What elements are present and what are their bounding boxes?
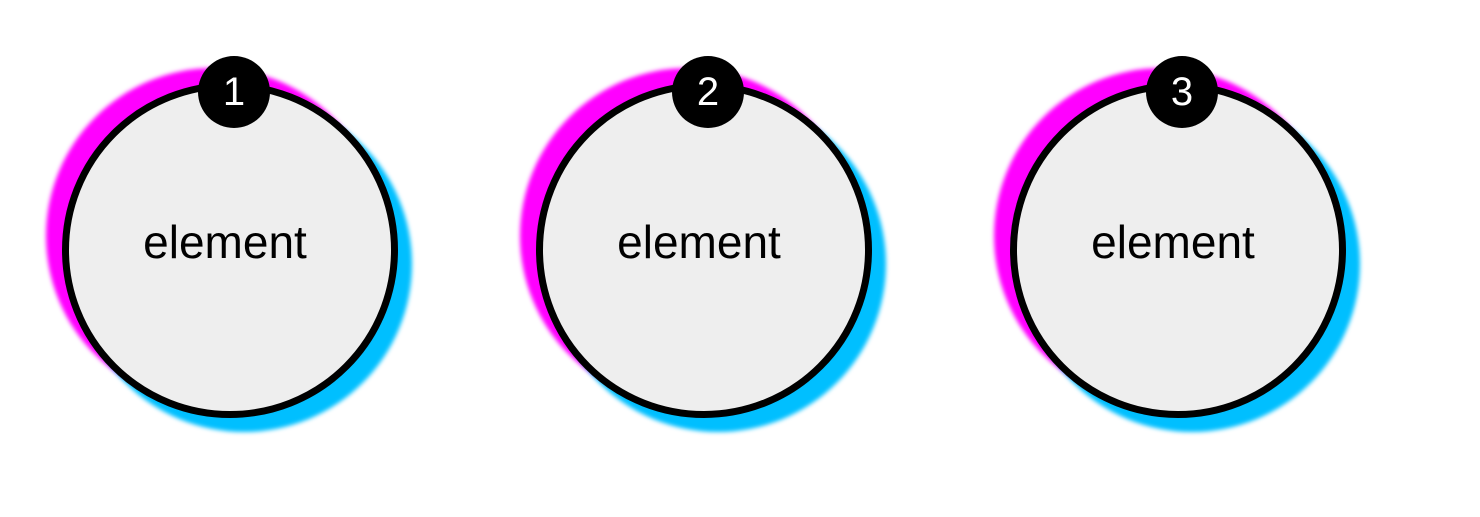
element-label: element — [1091, 216, 1255, 268]
number-badge: 2 — [672, 56, 744, 128]
element-circle: element — [536, 82, 872, 418]
number-badge: 1 — [198, 56, 270, 128]
element-label: element — [617, 216, 781, 268]
element-node-3: element 3 — [994, 56, 1360, 432]
element-circle: element — [62, 82, 398, 418]
element-label: element — [143, 216, 307, 268]
element-node-1: element 1 — [46, 56, 412, 432]
element-circle: element — [1010, 82, 1346, 418]
element-node-2: element 2 — [520, 56, 886, 432]
number-badge: 3 — [1146, 56, 1218, 128]
